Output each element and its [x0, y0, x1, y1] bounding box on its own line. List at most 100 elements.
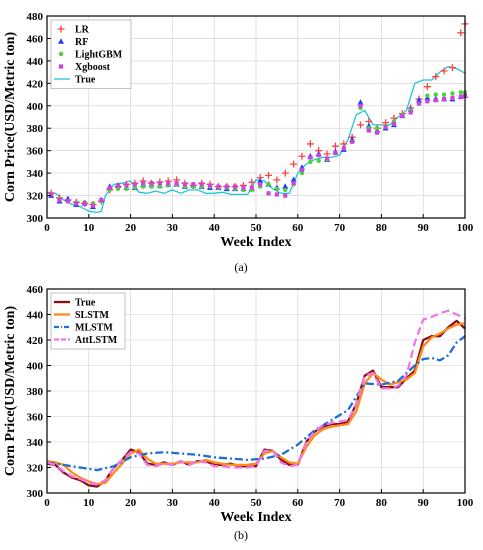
- y-tick-label: 320: [27, 191, 44, 203]
- data-point-xgboost: [299, 167, 305, 172]
- data-point-xgboost: [182, 182, 188, 187]
- data-point-xgboost: [57, 197, 62, 203]
- series-line-slstm: [46, 322, 466, 486]
- y-tick-label: 460: [27, 284, 44, 296]
- legend-label-rf: RF: [75, 37, 88, 48]
- chart-panel-a: 0 10 20 30 40 50 60 70 80 90 100 300 320 340 360 380 400…: [3, 11, 474, 274]
- x-tick-label: 40: [209, 222, 221, 234]
- chart-panel-b: 0 10 20 30 40 50 60 70 80 90 100 300 320 340 360 380 400…: [3, 284, 474, 542]
- legend-swatch-lightgbm: [58, 51, 64, 57]
- data-point-xgboost: [400, 113, 405, 118]
- x-tick-label: 20: [125, 222, 137, 234]
- data-point-xgboost: [350, 139, 355, 144]
- data-point-xgboost: [141, 181, 146, 186]
- data-point-xgboost: [82, 201, 87, 206]
- data-point-lr: [306, 140, 314, 148]
- data-point-lightgbm: [115, 186, 121, 192]
- data-point-lr: [457, 29, 465, 37]
- x-tick-label: 30: [167, 222, 179, 234]
- data-point-xgboost: [199, 182, 204, 187]
- data-point-xgboost: [166, 181, 171, 186]
- data-point-xgboost: [333, 150, 338, 156]
- legend-swatch-xgboost: [58, 64, 64, 69]
- data-point-lightgbm: [316, 158, 321, 163]
- data-point-xgboost: [391, 121, 397, 126]
- data-point-xgboost: [283, 193, 288, 198]
- x-tick-label: 0: [44, 497, 50, 509]
- legend-label-xgboost: Xgboost: [75, 62, 111, 73]
- data-point-xgboost: [308, 155, 313, 160]
- x-tick-label: 90: [418, 222, 430, 234]
- y-tick-label: 320: [27, 463, 44, 475]
- y-tick-label: 300: [27, 488, 44, 500]
- y-tick-label: 400: [27, 101, 44, 113]
- data-point-lightgbm: [441, 92, 447, 97]
- data-point-xgboost: [191, 182, 196, 187]
- x-tick-label: 10: [83, 222, 95, 234]
- legend-box: [50, 19, 132, 89]
- data-point-lightgbm: [375, 126, 380, 131]
- data-point-xgboost: [233, 184, 238, 189]
- y-tick-label: 440: [27, 310, 44, 322]
- data-point-lr: [281, 169, 289, 177]
- legend-label-attlstm: AttLSTM: [75, 335, 118, 346]
- data-point-xgboost: [74, 201, 79, 206]
- x-tick-label: 20: [125, 497, 137, 509]
- data-point-xgboost: [149, 181, 154, 186]
- legend-swatch-rf: [58, 38, 64, 44]
- data-point-lr: [298, 152, 306, 160]
- data-point-lr: [423, 83, 431, 91]
- data-point-xgboost: [241, 185, 246, 190]
- data-point-xgboost: [291, 181, 296, 186]
- data-point-xgboost: [249, 185, 254, 190]
- y-tick-label: 460: [27, 33, 44, 45]
- data-point-lightgbm: [132, 185, 137, 190]
- data-point-rf: [290, 176, 297, 183]
- data-point-lr: [248, 178, 256, 186]
- x-tick-label: 100: [457, 497, 474, 509]
- data-point-xgboost: [408, 110, 413, 115]
- x-tick-label: 80: [376, 222, 388, 234]
- data-point-xgboost: [107, 185, 112, 190]
- data-point-lightgbm: [433, 92, 438, 97]
- x-tick-label: 70: [334, 497, 346, 509]
- x-tick-label: 100: [457, 222, 474, 234]
- panel-caption: (a): [234, 260, 247, 274]
- legend-swatch-lr: [57, 25, 65, 33]
- legend-label-slstm: SLSTM: [75, 310, 109, 321]
- y-tick-label: 380: [27, 386, 44, 398]
- data-point-xgboost: [224, 184, 229, 189]
- data-point-xgboost: [174, 181, 179, 186]
- x-tick-label: 30: [167, 497, 179, 509]
- x-tick-label: 60: [292, 497, 304, 509]
- data-point-xgboost: [49, 192, 54, 197]
- legend-label-lr: LR: [75, 25, 90, 36]
- data-point-xgboost: [157, 181, 162, 186]
- data-point-lr: [290, 160, 298, 168]
- y-tick-label: 300: [27, 213, 44, 225]
- x-tick-label: 50: [251, 222, 263, 234]
- y-tick-label: 380: [27, 123, 44, 135]
- data-point-xgboost: [366, 128, 371, 133]
- legend-label-lightgbm: LightGBM: [75, 50, 123, 61]
- data-point-rf: [257, 177, 264, 184]
- data-point-xgboost: [458, 94, 463, 99]
- x-axis-label: Week Index: [220, 235, 291, 250]
- y-tick-label: 360: [27, 146, 44, 158]
- y-tick-label: 360: [27, 412, 44, 424]
- data-point-rf: [282, 183, 289, 189]
- data-point-xgboost: [124, 183, 129, 188]
- x-tick-label: 50: [251, 497, 263, 509]
- y-tick-label: 400: [27, 361, 44, 373]
- y-tick-label: 420: [27, 335, 44, 347]
- data-point-xgboost: [258, 182, 263, 187]
- panel-caption: (b): [234, 528, 248, 542]
- data-point-xgboost: [316, 153, 321, 158]
- data-point-lightgbm: [425, 93, 430, 98]
- data-point-xgboost: [375, 130, 380, 135]
- data-point-rf: [416, 96, 423, 103]
- data-point-xgboost: [90, 203, 96, 208]
